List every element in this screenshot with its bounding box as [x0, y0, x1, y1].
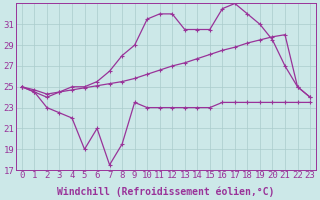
X-axis label: Windchill (Refroidissement éolien,°C): Windchill (Refroidissement éolien,°C): [57, 186, 275, 197]
